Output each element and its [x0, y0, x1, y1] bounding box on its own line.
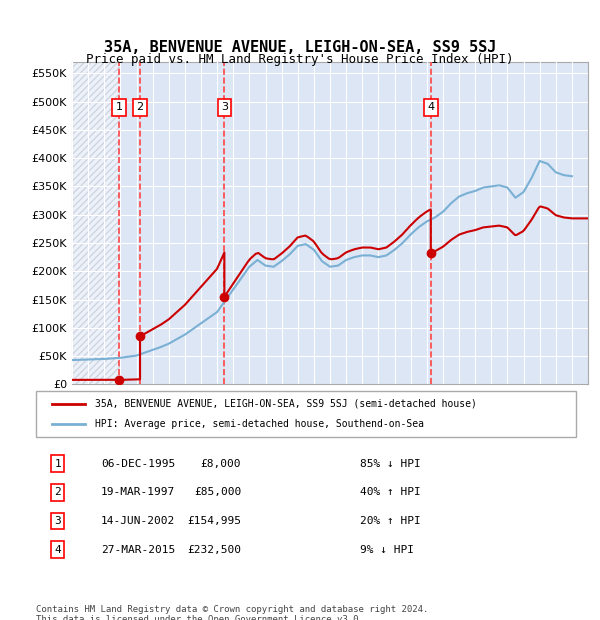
- Text: 40% ↑ HPI: 40% ↑ HPI: [360, 487, 421, 497]
- Text: £232,500: £232,500: [187, 544, 241, 554]
- Text: 3: 3: [221, 102, 228, 112]
- Text: £85,000: £85,000: [194, 487, 241, 497]
- Text: 85% ↓ HPI: 85% ↓ HPI: [360, 459, 421, 469]
- Text: 19-MAR-1997: 19-MAR-1997: [101, 487, 175, 497]
- Text: 9% ↓ HPI: 9% ↓ HPI: [360, 544, 414, 554]
- Text: 1: 1: [54, 459, 61, 469]
- Text: £8,000: £8,000: [200, 459, 241, 469]
- Text: Price paid vs. HM Land Registry's House Price Index (HPI): Price paid vs. HM Land Registry's House …: [86, 53, 514, 66]
- Text: 27-MAR-2015: 27-MAR-2015: [101, 544, 175, 554]
- Text: HPI: Average price, semi-detached house, Southend-on-Sea: HPI: Average price, semi-detached house,…: [95, 419, 424, 429]
- Text: 35A, BENVENUE AVENUE, LEIGH-ON-SEA, SS9 5SJ (semi-detached house): 35A, BENVENUE AVENUE, LEIGH-ON-SEA, SS9 …: [95, 399, 477, 409]
- Text: 4: 4: [54, 544, 61, 554]
- Text: 4: 4: [427, 102, 434, 112]
- Text: 06-DEC-1995: 06-DEC-1995: [101, 459, 175, 469]
- Text: 14-JUN-2002: 14-JUN-2002: [101, 516, 175, 526]
- Text: £154,995: £154,995: [187, 516, 241, 526]
- Text: 3: 3: [54, 516, 61, 526]
- Text: Contains HM Land Registry data © Crown copyright and database right 2024.
This d: Contains HM Land Registry data © Crown c…: [36, 604, 428, 620]
- FancyBboxPatch shape: [36, 391, 576, 437]
- Text: 2: 2: [54, 487, 61, 497]
- Text: 2: 2: [136, 102, 143, 112]
- Text: 20% ↑ HPI: 20% ↑ HPI: [360, 516, 421, 526]
- Text: 1: 1: [116, 102, 122, 112]
- Text: 35A, BENVENUE AVENUE, LEIGH-ON-SEA, SS9 5SJ: 35A, BENVENUE AVENUE, LEIGH-ON-SEA, SS9 …: [104, 40, 496, 55]
